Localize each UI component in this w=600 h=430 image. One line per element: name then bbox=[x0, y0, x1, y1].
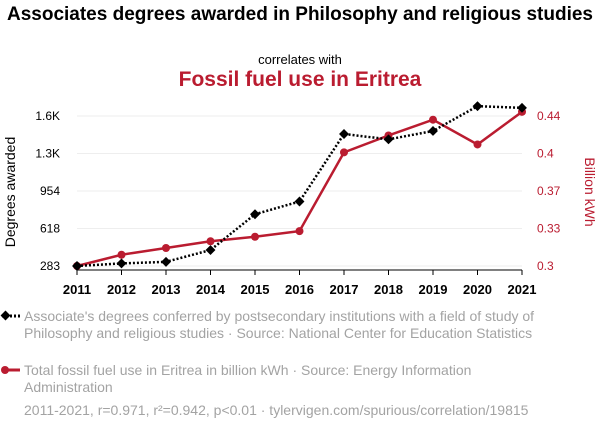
data-point-fossil-fuel bbox=[429, 115, 437, 124]
legend-marker-series2 bbox=[1, 366, 20, 374]
footer-stats: 2011-2021, r=0.971, r²=0.942, p<0.01 · t… bbox=[24, 402, 529, 418]
gridlines bbox=[77, 115, 522, 267]
chart-title: Associates degrees awarded in Philosophy… bbox=[6, 4, 593, 25]
y-tick-label-left: 954 bbox=[40, 184, 60, 198]
axes: 283 618 954 1.3K 1.6K 0.3 0.33 0.37 0.4 0.44 2011 2… bbox=[35, 109, 560, 297]
x-tick-label: 2015 bbox=[241, 282, 270, 297]
data-point-degrees bbox=[72, 261, 82, 271]
x-tick-label: 2019 bbox=[419, 282, 448, 297]
legend-marker-series1 bbox=[0, 310, 20, 321]
data-point-fossil-fuel bbox=[295, 227, 304, 236]
data-point-degrees bbox=[383, 134, 394, 145]
y-axis-label-left: Degrees awarded bbox=[2, 137, 18, 248]
chart-subtitle: correlates with bbox=[258, 52, 342, 67]
data-point-fossil-fuel bbox=[206, 237, 215, 246]
y-tick-label-right: 0.33 bbox=[537, 222, 561, 236]
y-tick-label-right: 0.37 bbox=[537, 184, 561, 198]
data-point-degrees bbox=[472, 101, 483, 112]
data-point-fossil-fuel bbox=[340, 148, 348, 157]
y-tick-label-left: 1.6K bbox=[35, 109, 60, 123]
data-point-fossil-fuel bbox=[117, 250, 126, 259]
data-point-degrees bbox=[116, 258, 127, 269]
x-tick-label: 2018 bbox=[374, 282, 403, 297]
x-tick-label: 2013 bbox=[152, 282, 181, 297]
chart-title-secondary: Fossil fuel use in Eritrea bbox=[178, 68, 422, 91]
data-point-degrees bbox=[517, 102, 527, 113]
data-point-degrees bbox=[339, 129, 349, 139]
y-tick-label-left: 1.3K bbox=[35, 147, 60, 161]
x-tick-label: 2011 bbox=[63, 282, 91, 297]
x-tick-label: 2012 bbox=[107, 282, 136, 297]
x-tick-label: 2017 bbox=[330, 282, 359, 297]
legend-text-series2: Total fossil fuel use in Eritrea in bill… bbox=[24, 362, 472, 395]
y-tick-label-right: 0.44 bbox=[537, 109, 561, 123]
data-point-fossil-fuel bbox=[162, 243, 170, 252]
data-point-degrees bbox=[428, 126, 438, 136]
y-tick-label-left: 283 bbox=[40, 259, 60, 273]
legend-text-series1: Associate's degrees conferred by postsec… bbox=[24, 308, 535, 341]
y-axis-label-right: Billion kWh bbox=[582, 157, 598, 226]
x-tick-label: 2020 bbox=[463, 282, 492, 297]
data-point-degrees bbox=[250, 209, 260, 220]
data-point-fossil-fuel bbox=[473, 140, 482, 149]
x-tick-label: 2021 bbox=[508, 282, 537, 297]
data-point-degrees bbox=[294, 196, 305, 207]
y-tick-label-right: 0.4 bbox=[537, 146, 554, 160]
series-line-fossil-fuel bbox=[76, 110, 523, 268]
data-point-fossil-fuel bbox=[251, 232, 259, 241]
x-tick-label: 2014 bbox=[196, 282, 226, 297]
y-tick-label-left: 618 bbox=[40, 222, 60, 236]
data-point-degrees bbox=[161, 256, 171, 267]
series-line-degrees bbox=[76, 104, 523, 268]
y-tick-label-right: 0.3 bbox=[537, 259, 554, 273]
x-tick-label: 2016 bbox=[285, 282, 314, 297]
data-point-degrees bbox=[205, 245, 216, 255]
series-lines bbox=[72, 101, 527, 271]
